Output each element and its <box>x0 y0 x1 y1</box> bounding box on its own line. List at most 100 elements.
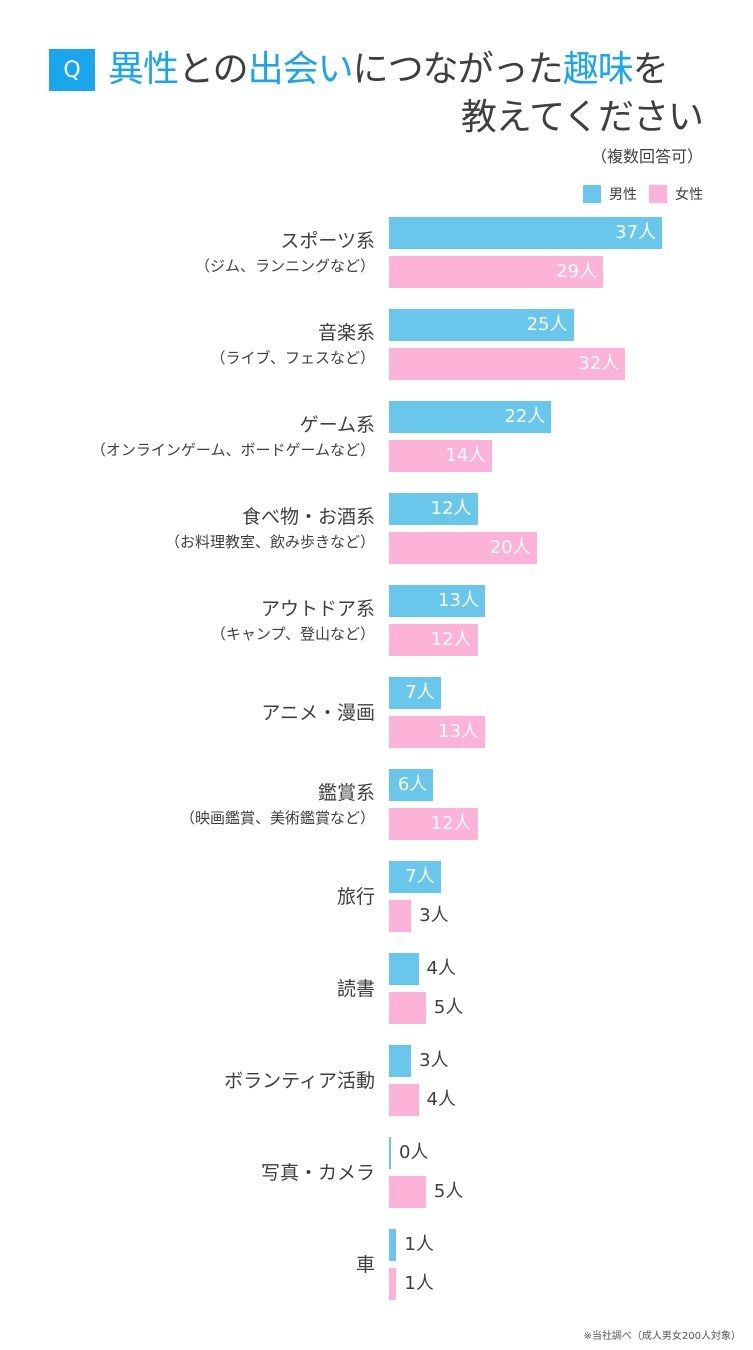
legend-swatch-female <box>649 185 667 203</box>
category-group: ボランティア活動 3人 4人 <box>0 1045 753 1117</box>
category-label: 鑑賞系 <box>317 782 375 804</box>
category-label: スポーツ系 <box>280 230 375 252</box>
value-label-male: 4人 <box>426 958 456 979</box>
bar-male <box>389 1229 397 1261</box>
multiple-answer-note: （複数回答可） <box>590 147 703 166</box>
bar-female <box>389 1268 397 1300</box>
bar-male <box>389 769 434 801</box>
category-note: （お料理教室、飲み歩きなど） <box>164 533 375 551</box>
category-note: （ライブ、フェスなど） <box>210 349 375 367</box>
legend-swatch-male <box>583 185 601 203</box>
category-note: （オンラインゲーム、ボードゲームなど） <box>90 441 375 459</box>
value-label-female: 5人 <box>433 1181 464 1202</box>
category-label: 食べ物・お酒系 <box>241 506 375 528</box>
title-part: 趣味 <box>562 49 634 90</box>
category-labels: アウトドア系 （キャンプ、登山など） <box>211 585 375 657</box>
bar-female <box>389 1176 426 1208</box>
bar-male <box>389 401 552 433</box>
category-note: （ジム、ランニングなど） <box>194 257 375 275</box>
footnote: ※当社調べ（成人男女200人対象） <box>583 1331 741 1342</box>
bar-male <box>389 309 574 341</box>
value-label-female: 5人 <box>433 997 464 1018</box>
bar-female <box>389 532 537 564</box>
category-group: 音楽系 （ライブ、フェスなど） 25人 32人 <box>0 309 753 381</box>
bar-male <box>389 1137 391 1169</box>
category-note: （映画鑑賞、美術鑑賞など） <box>179 809 375 827</box>
category-labels: ゲーム系 （オンラインゲーム、ボードゲームなど） <box>91 401 375 473</box>
title-part: につながった <box>352 49 564 90</box>
category-labels: 車 <box>356 1229 375 1301</box>
value-label-male: 13人 <box>438 590 479 611</box>
legend-label-female: 女性 <box>675 187 703 203</box>
category-labels: アニメ・漫画 <box>261 677 375 749</box>
chart-title-line2: 教えてください <box>460 97 704 138</box>
category-labels: スポーツ系 （ジム、ランニングなど） <box>195 217 375 289</box>
question-badge: Q <box>49 49 95 91</box>
bar-female <box>389 716 485 748</box>
category-group: 食べ物・お酒系 （お料理教室、飲み歩きなど） 12人 20人 <box>0 493 753 565</box>
value-label-female: 32人 <box>578 353 620 374</box>
bar-female <box>389 1084 419 1116</box>
category-group: アニメ・漫画 7人 13人 <box>0 677 753 749</box>
category-label: ゲーム系 <box>299 414 375 436</box>
value-label-male: 1人 <box>404 1234 434 1255</box>
title-part: 異性 <box>108 49 179 90</box>
value-label-female: 14人 <box>445 445 487 466</box>
category-labels: ボランティア活動 <box>224 1045 375 1117</box>
category-labels: 旅行 <box>337 861 375 933</box>
value-label-male: 7人 <box>405 866 435 887</box>
bar-male <box>389 677 441 709</box>
category-group: 車 1人 1人 <box>0 1229 753 1301</box>
category-label: アウトドア系 <box>260 598 375 620</box>
value-label-male: 7人 <box>405 682 435 703</box>
value-label-female: 29人 <box>556 261 598 282</box>
bar-male <box>389 585 485 617</box>
legend-male: 男性 <box>583 184 637 204</box>
category-label: アニメ・漫画 <box>261 702 375 724</box>
title-part: 出会い <box>247 49 354 90</box>
bar-male <box>389 861 441 893</box>
value-label-female: 13人 <box>438 721 479 742</box>
category-label: ボランティア活動 <box>224 1070 375 1092</box>
value-label-male: 3人 <box>419 1050 449 1071</box>
value-label-male: 25人 <box>526 314 568 335</box>
bar-female <box>389 992 426 1024</box>
value-label-female: 20人 <box>489 537 531 558</box>
title-part: を <box>632 49 669 90</box>
bar-female <box>389 900 412 932</box>
category-group: 鑑賞系 （映画鑑賞、美術鑑賞など） 6人 12人 <box>0 769 753 841</box>
category-labels: 鑑賞系 （映画鑑賞、美術鑑賞など） <box>180 769 375 841</box>
category-group: 旅行 7人 3人 <box>0 861 753 933</box>
category-labels: 写真・カメラ <box>261 1137 375 1209</box>
category-group: 写真・カメラ 0人 5人 <box>0 1137 753 1209</box>
legend-label-male: 男性 <box>609 187 637 203</box>
bar-female <box>389 256 604 288</box>
value-label-female: 12人 <box>430 629 472 650</box>
category-label: 写真・カメラ <box>260 1162 375 1184</box>
category-labels: 食べ物・お酒系 （お料理教室、飲み歩きなど） <box>165 493 375 565</box>
value-label-female: 12人 <box>430 813 472 834</box>
bar-female <box>389 624 478 656</box>
category-labels: 音楽系 （ライブ、フェスなど） <box>210 309 375 381</box>
bar-male <box>389 217 663 249</box>
category-group: ゲーム系 （オンラインゲーム、ボードゲームなど） 22人 14人 <box>0 401 753 473</box>
legend-female: 女性 <box>649 184 703 204</box>
bar-male <box>389 493 478 525</box>
bar-male <box>389 1045 412 1077</box>
category-label: 旅行 <box>336 886 375 908</box>
value-label-female: 4人 <box>426 1089 456 1110</box>
value-label-male: 0人 <box>399 1142 429 1163</box>
category-label: 音楽系 <box>317 322 375 344</box>
value-label-female: 1人 <box>404 1273 434 1294</box>
legend: 男性 女性 <box>571 184 703 204</box>
category-label: 読書 <box>336 978 375 1000</box>
value-label-male: 6人 <box>397 774 428 795</box>
title-part: との <box>178 49 249 90</box>
category-group: 読書 4人 5人 <box>0 953 753 1025</box>
category-group: アウトドア系 （キャンプ、登山など） 13人 12人 <box>0 585 753 657</box>
value-label-male: 12人 <box>430 498 472 519</box>
bar-male <box>389 953 419 985</box>
category-labels: 読書 <box>337 953 375 1025</box>
bar-female <box>389 348 626 380</box>
chart-title: 異性との出会いにつながった趣味を <box>108 44 669 96</box>
